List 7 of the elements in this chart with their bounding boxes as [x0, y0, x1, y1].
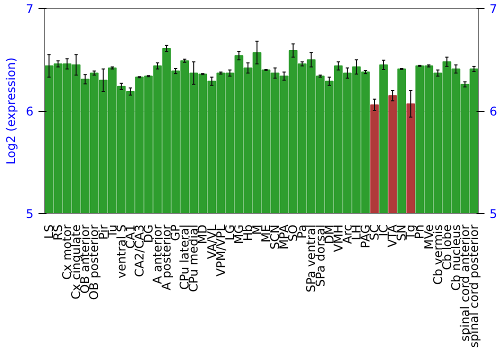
y2-tick-label: 7 [490, 2, 498, 16]
y-tick-label: 7 [26, 2, 34, 16]
y-tick-label: 6 [26, 104, 34, 118]
y2-tick-label: 5 [490, 207, 498, 221]
y2-tick-label: 6 [490, 104, 498, 118]
y-tick-label: 5 [26, 207, 34, 221]
y-axis-title: Log2 (expression) [4, 58, 18, 164]
